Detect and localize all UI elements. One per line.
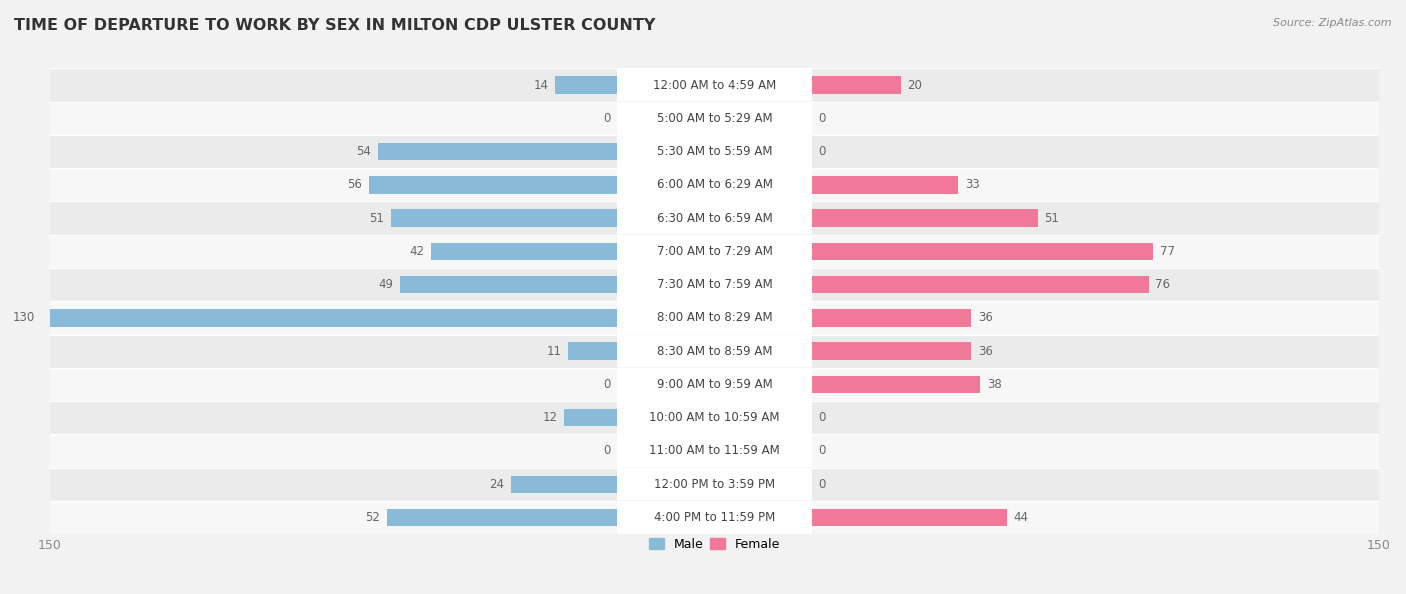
Text: 24: 24 [489, 478, 505, 491]
Bar [51, 268, 1379, 301]
Bar [555, 77, 617, 94]
Bar [368, 176, 617, 194]
Bar [813, 509, 1007, 526]
Text: 0: 0 [818, 444, 825, 457]
FancyBboxPatch shape [617, 102, 813, 135]
Bar [51, 168, 1379, 201]
FancyBboxPatch shape [617, 202, 813, 235]
Text: 54: 54 [356, 145, 371, 158]
FancyBboxPatch shape [617, 335, 813, 368]
FancyBboxPatch shape [617, 501, 813, 534]
Text: 130: 130 [13, 311, 35, 324]
Text: 77: 77 [1160, 245, 1175, 258]
Bar [51, 434, 1379, 467]
Text: 20: 20 [907, 78, 922, 91]
Text: 0: 0 [818, 411, 825, 424]
Text: 11: 11 [547, 345, 561, 358]
Bar [51, 467, 1379, 501]
Text: 5:30 AM to 5:59 AM: 5:30 AM to 5:59 AM [657, 145, 772, 158]
Legend: Male, Female: Male, Female [644, 533, 785, 556]
Text: 49: 49 [378, 278, 394, 291]
Text: 51: 51 [370, 211, 384, 225]
FancyBboxPatch shape [617, 368, 813, 401]
Text: 52: 52 [366, 511, 380, 524]
Bar [564, 409, 617, 426]
Text: 5:00 AM to 5:29 AM: 5:00 AM to 5:29 AM [657, 112, 772, 125]
Text: 42: 42 [409, 245, 425, 258]
Bar [813, 77, 901, 94]
Bar [510, 476, 617, 493]
Bar [51, 68, 1379, 102]
FancyBboxPatch shape [617, 302, 813, 334]
Bar [51, 301, 1379, 334]
Bar [51, 368, 1379, 401]
Bar [41, 309, 617, 327]
Text: 38: 38 [987, 378, 1001, 391]
Text: 36: 36 [979, 345, 993, 358]
Text: 8:00 AM to 8:29 AM: 8:00 AM to 8:29 AM [657, 311, 772, 324]
Text: 9:00 AM to 9:59 AM: 9:00 AM to 9:59 AM [657, 378, 772, 391]
Text: 10:00 AM to 10:59 AM: 10:00 AM to 10:59 AM [650, 411, 780, 424]
Bar [387, 509, 617, 526]
Bar [813, 343, 972, 360]
Bar [391, 210, 617, 227]
Bar [51, 501, 1379, 534]
Text: 4:00 PM to 11:59 PM: 4:00 PM to 11:59 PM [654, 511, 775, 524]
Text: 76: 76 [1156, 278, 1170, 291]
Text: TIME OF DEPARTURE TO WORK BY SEX IN MILTON CDP ULSTER COUNTY: TIME OF DEPARTURE TO WORK BY SEX IN MILT… [14, 18, 655, 33]
Bar [51, 235, 1379, 268]
Text: Source: ZipAtlas.com: Source: ZipAtlas.com [1274, 18, 1392, 28]
Bar [51, 334, 1379, 368]
Bar [813, 309, 972, 327]
Text: 12:00 AM to 4:59 AM: 12:00 AM to 4:59 AM [652, 78, 776, 91]
Text: 6:30 AM to 6:59 AM: 6:30 AM to 6:59 AM [657, 211, 772, 225]
Text: 0: 0 [603, 112, 610, 125]
Bar [813, 210, 1038, 227]
Bar [51, 201, 1379, 235]
Text: 0: 0 [603, 378, 610, 391]
Text: 12:00 PM to 3:59 PM: 12:00 PM to 3:59 PM [654, 478, 775, 491]
Text: 33: 33 [965, 178, 980, 191]
Bar [51, 135, 1379, 168]
Bar [568, 343, 617, 360]
Bar [399, 276, 617, 293]
FancyBboxPatch shape [617, 268, 813, 301]
Text: 7:30 AM to 7:59 AM: 7:30 AM to 7:59 AM [657, 278, 772, 291]
FancyBboxPatch shape [617, 135, 813, 168]
Text: 0: 0 [818, 145, 825, 158]
Bar [813, 243, 1153, 260]
Bar [432, 243, 617, 260]
Bar [813, 276, 1149, 293]
Bar [813, 376, 980, 393]
Text: 14: 14 [533, 78, 548, 91]
Bar [813, 176, 957, 194]
FancyBboxPatch shape [617, 235, 813, 268]
Text: 44: 44 [1014, 511, 1029, 524]
FancyBboxPatch shape [617, 69, 813, 102]
FancyBboxPatch shape [617, 169, 813, 201]
Text: 56: 56 [347, 178, 363, 191]
Text: 7:00 AM to 7:29 AM: 7:00 AM to 7:29 AM [657, 245, 772, 258]
Bar [378, 143, 617, 160]
Text: 36: 36 [979, 311, 993, 324]
Bar [51, 102, 1379, 135]
FancyBboxPatch shape [617, 402, 813, 434]
Text: 12: 12 [543, 411, 557, 424]
Bar [51, 401, 1379, 434]
Text: 0: 0 [818, 112, 825, 125]
Text: 0: 0 [603, 444, 610, 457]
FancyBboxPatch shape [617, 468, 813, 501]
Text: 6:00 AM to 6:29 AM: 6:00 AM to 6:29 AM [657, 178, 772, 191]
FancyBboxPatch shape [617, 435, 813, 467]
Text: 8:30 AM to 8:59 AM: 8:30 AM to 8:59 AM [657, 345, 772, 358]
Text: 0: 0 [818, 478, 825, 491]
Text: 51: 51 [1045, 211, 1060, 225]
Text: 11:00 AM to 11:59 AM: 11:00 AM to 11:59 AM [650, 444, 780, 457]
